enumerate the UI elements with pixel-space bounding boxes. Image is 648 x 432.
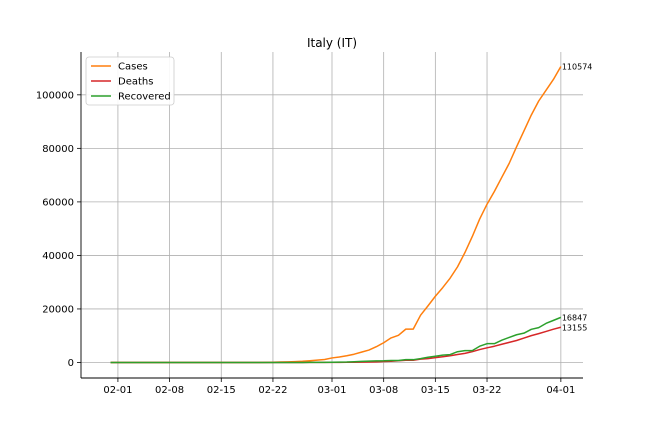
y-tick-label: 0 <box>68 358 74 369</box>
y-tick-label: 40000 <box>42 251 74 262</box>
series-line-cases <box>110 66 562 364</box>
end-label-recovered: 16847 <box>562 313 587 322</box>
x-tick-label: 03-22 <box>472 385 501 396</box>
x-tick-label: 02-15 <box>207 385 236 396</box>
legend-box <box>85 56 175 106</box>
legend-label-cases: Cases <box>118 62 148 73</box>
end-label-cases: 110574 <box>562 63 593 72</box>
y-tick-label: 20000 <box>42 304 74 315</box>
y-tick-label: 100000 <box>36 90 74 101</box>
x-tick-label: 03-08 <box>369 385 398 396</box>
x-tick-label: 02-22 <box>258 385 287 396</box>
legend-label-deaths: Deaths <box>118 77 153 88</box>
chart-title: Italy (IT) <box>307 36 357 50</box>
end-label-deaths: 13155 <box>562 323 587 332</box>
grid <box>81 52 583 378</box>
y-axis-ticks: 0 20000 40000 60000 80000 100000 <box>36 90 81 369</box>
x-tick-label: 03-01 <box>317 385 346 396</box>
x-tick-label: 04-01 <box>546 385 575 396</box>
legend-label-recovered: Recovered <box>118 92 171 103</box>
x-tick-label: 03-15 <box>421 385 450 396</box>
y-tick-label: 60000 <box>42 197 74 208</box>
x-tick-label: 02-08 <box>155 385 184 396</box>
legend: Cases Deaths Recovered <box>85 56 175 106</box>
series-lines <box>110 66 562 364</box>
y-tick-label: 80000 <box>42 144 74 155</box>
x-tick-label: 02-01 <box>103 385 132 396</box>
x-axis-ticks: 02-01 02-08 02-15 02-22 03-01 03-08 03-15 03-22… <box>103 378 575 396</box>
series-line-recovered <box>110 316 562 364</box>
